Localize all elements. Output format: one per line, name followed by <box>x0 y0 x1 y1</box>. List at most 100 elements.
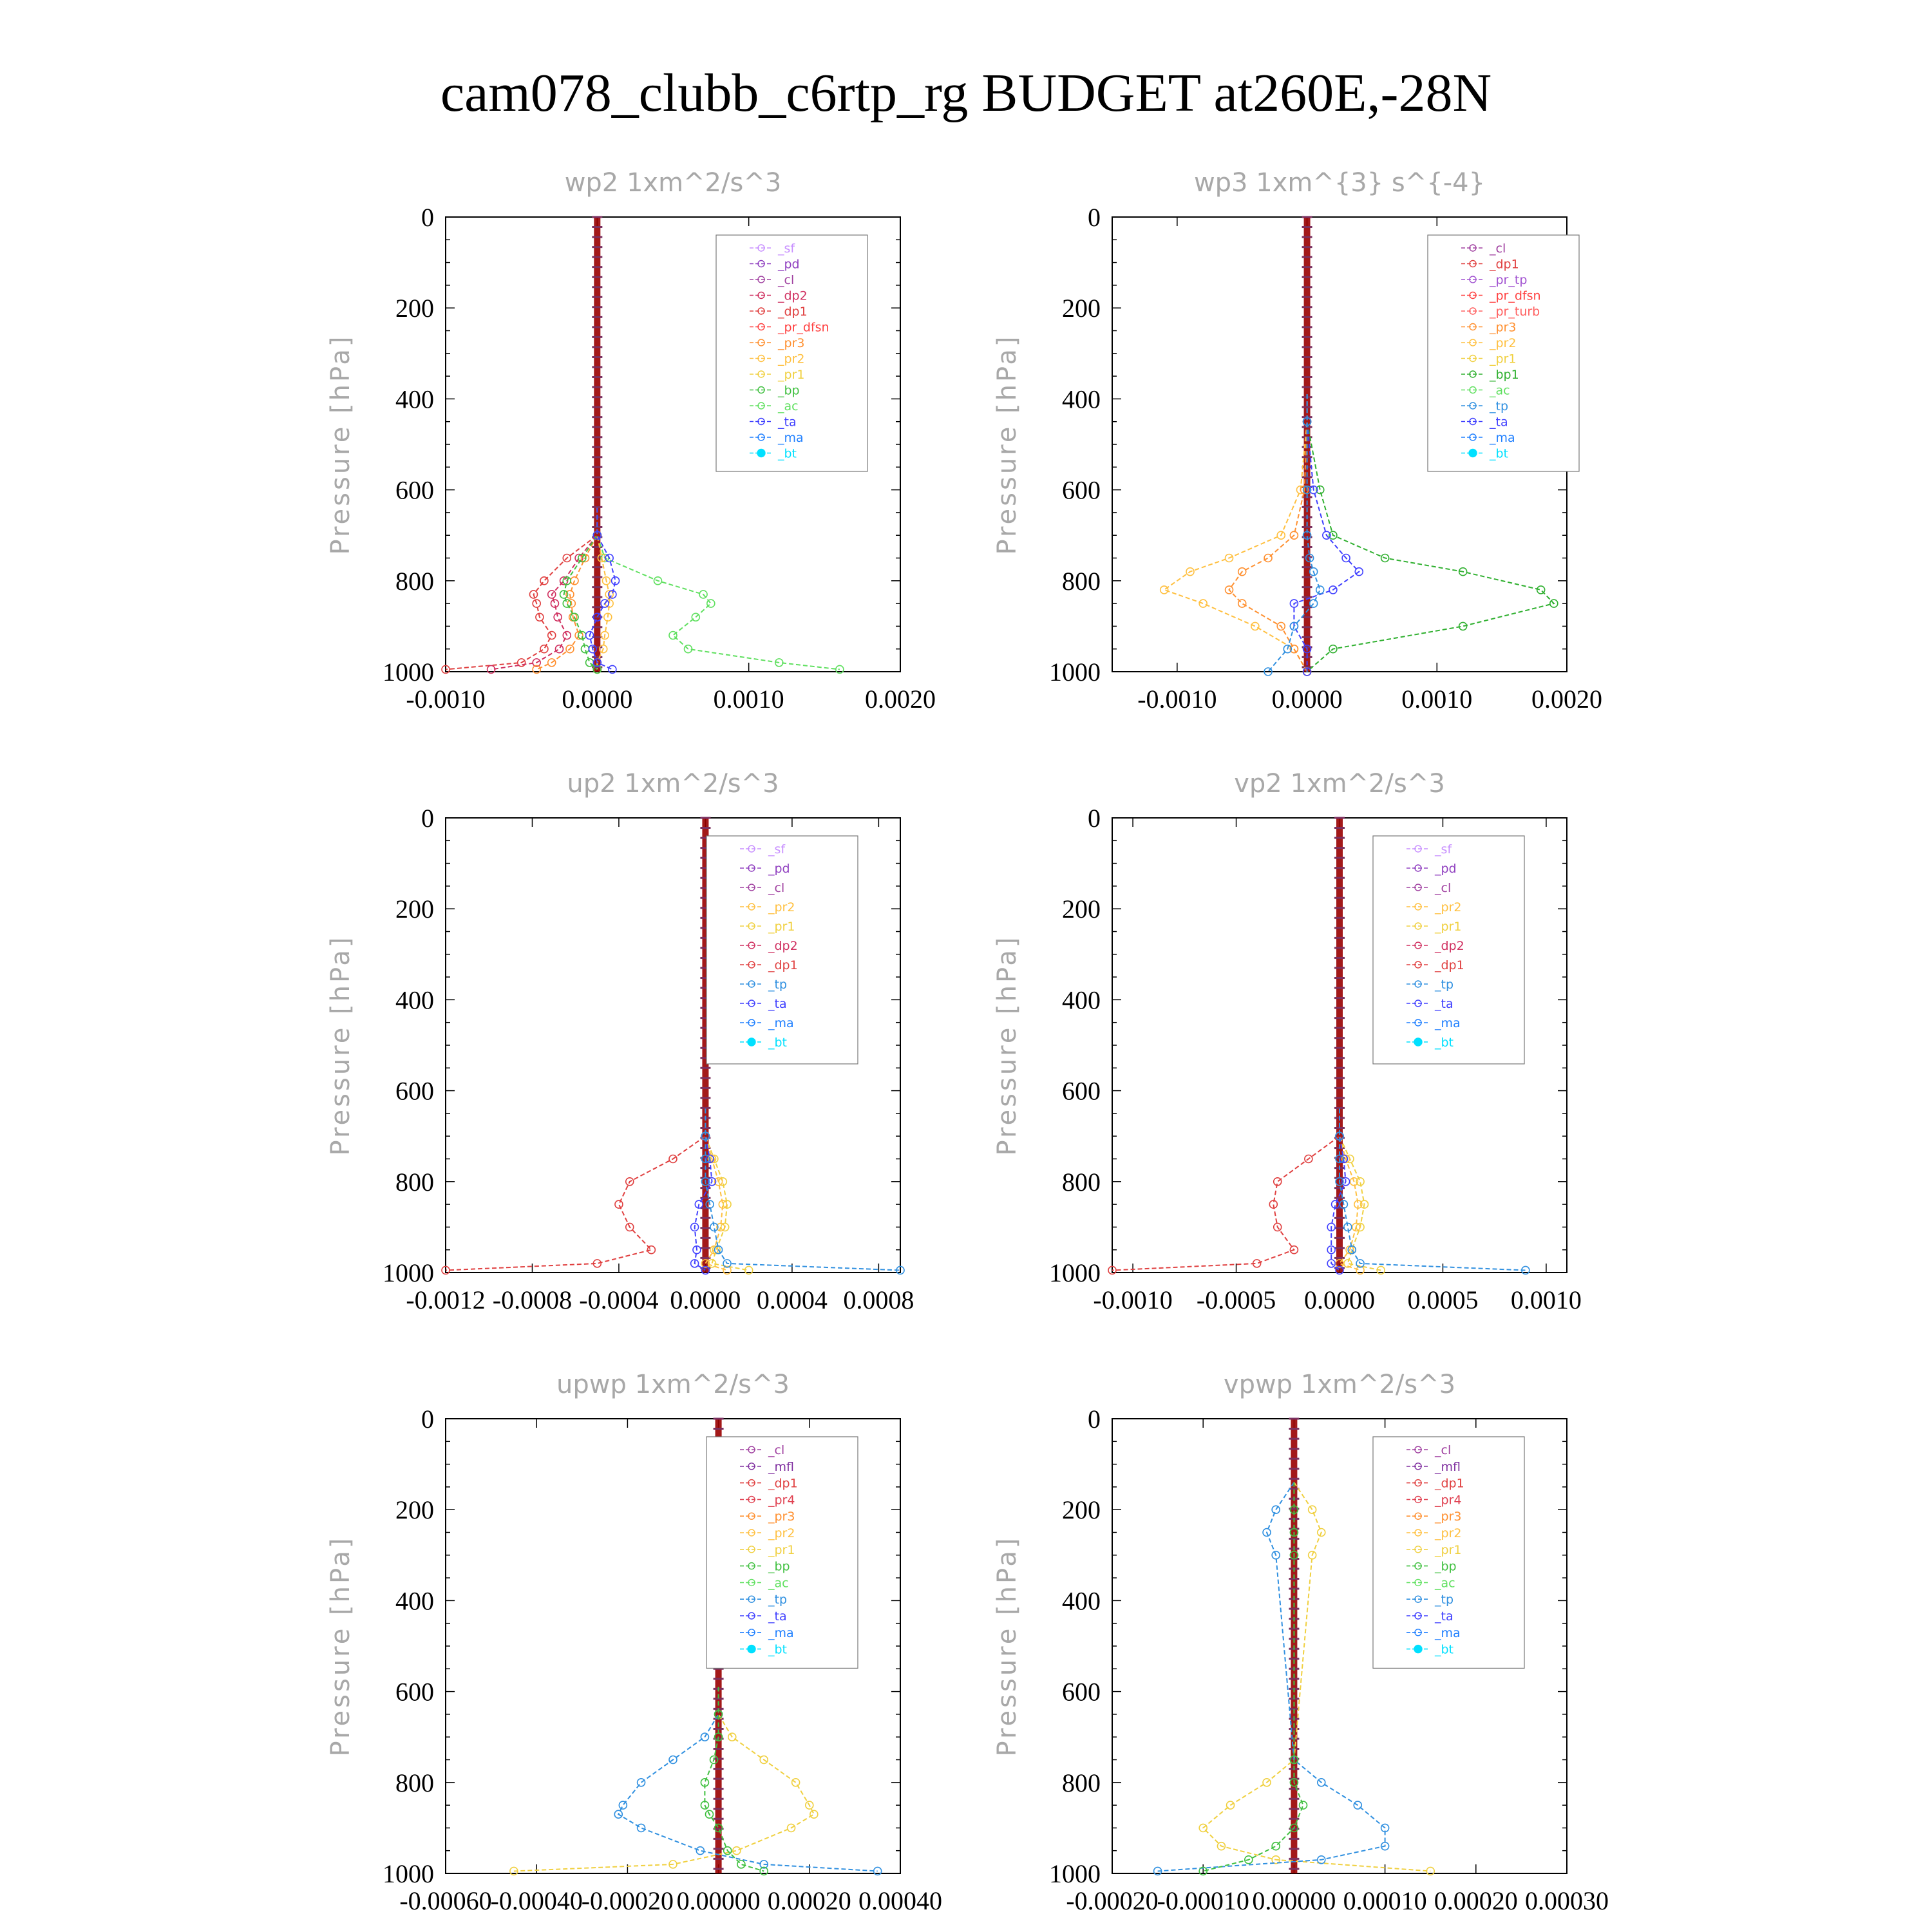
legend-label: _ac <box>1434 1576 1455 1590</box>
data-point-tp <box>759 1860 768 1869</box>
data-point-pr3 <box>567 599 576 608</box>
data-point-bp <box>562 576 572 585</box>
legend-marker <box>757 386 765 394</box>
legend-label: _pr3 <box>1434 1510 1461 1524</box>
data-point-tp <box>1264 667 1273 676</box>
panel-title: up2 1xm^2/s^3 <box>567 769 779 799</box>
legend-marker <box>748 1629 755 1636</box>
data-point-bp <box>585 658 594 667</box>
data-point-bp1 <box>1458 621 1468 631</box>
x-tick-label: 0.0000 <box>1304 1285 1375 1314</box>
legend-label: _pr1 <box>1434 920 1461 934</box>
data-point-pr3 <box>1300 485 1309 495</box>
legend-label: _dp1 <box>1434 1477 1464 1491</box>
chart-panel-4: vp2 1xm^2/s^3 Pressure [hPa] 0 200 400 600 800… <box>992 769 1582 1314</box>
x-tick-label: -0.00060 <box>399 1886 491 1915</box>
data-point-dp1 <box>625 1177 634 1186</box>
data-point-ac <box>691 612 701 622</box>
zero-profile-column <box>1336 818 1343 1273</box>
data-point-pr1 <box>1376 1265 1385 1275</box>
series-line-pr3 <box>536 507 598 670</box>
data-point-pr1 <box>805 1801 814 1810</box>
data-point-ta <box>588 644 598 654</box>
legend-marker <box>748 1612 755 1620</box>
y-tick-label: 0 <box>421 1405 434 1434</box>
series-line-ta <box>1331 1108 1347 1271</box>
legend-label: _ma <box>1434 1626 1461 1640</box>
legend-marker <box>1469 307 1477 315</box>
data-point-tp <box>1315 585 1325 594</box>
legend-label: _bt <box>1434 1643 1454 1657</box>
legend-label: _pr3 <box>1489 321 1516 335</box>
legend-marker <box>757 370 765 378</box>
legend-marker <box>1414 1479 1422 1487</box>
x-tick-label: -0.0005 <box>1197 1285 1276 1314</box>
legend-label: _bp1 <box>1489 368 1519 382</box>
data-point-ta <box>1341 1177 1350 1186</box>
series-line-dp1 <box>445 507 598 670</box>
legend-marker <box>757 354 765 363</box>
legend-label: _sf <box>768 842 786 857</box>
data-point-dp2 <box>486 665 496 674</box>
data-point-ta <box>1335 1265 1344 1275</box>
chart-panel-5: upwp 1xm^2/s^3 Pressure [hPa] 0 200 400 600 80… <box>326 1370 942 1915</box>
data-point-bp <box>1289 1778 1299 1787</box>
legend-label: _ta <box>1434 1609 1454 1624</box>
legend-marker <box>757 433 765 441</box>
data-point-pr2 <box>601 576 611 585</box>
data-point-tp <box>710 1222 719 1232</box>
data-point-pr2 <box>707 1154 717 1164</box>
legend-label: _mfl <box>768 1460 794 1474</box>
data-point-pr1 <box>707 1259 717 1268</box>
data-point-pr3 <box>1289 531 1299 540</box>
legend-label: _pr_turb <box>1489 305 1540 319</box>
data-point-bp <box>1289 1505 1299 1514</box>
series-line-dp1 <box>1112 1108 1340 1271</box>
data-point-pr1 <box>786 1823 796 1833</box>
x-tick-label: 0.0005 <box>1407 1285 1478 1314</box>
data-point-pr1 <box>668 1860 677 1869</box>
data-point-tp <box>636 1778 646 1787</box>
data-point-ta <box>1329 585 1338 594</box>
x-tick-label: -0.0010 <box>1137 685 1217 714</box>
y-tick-label: 200 <box>395 1495 434 1524</box>
data-point-tp <box>1316 1855 1326 1864</box>
data-point-bp <box>577 553 587 563</box>
legend-label: _pr1 <box>768 920 795 934</box>
legend-marker <box>1468 448 1477 458</box>
data-point-ta <box>592 658 602 667</box>
legend-label: _cl <box>768 881 784 895</box>
legend-marker <box>757 276 765 283</box>
data-point-pr2 <box>1354 1200 1363 1209</box>
data-point-ta <box>1327 1259 1336 1268</box>
legend-marker <box>757 307 765 315</box>
legend-label: _dp1 <box>777 305 808 319</box>
chart-panel-1: wp2 1xm^2/s^3 Pressure [hPa] 0 200 400 600 800… <box>326 168 936 714</box>
series-line-pr2 <box>1338 1108 1361 1271</box>
y-tick-label: 800 <box>1062 567 1101 596</box>
legend-label: _ta <box>768 997 787 1011</box>
legend-label: _dp2 <box>768 939 798 953</box>
data-point-pr3 <box>547 658 556 667</box>
legend-label: _pr3 <box>777 336 804 350</box>
data-point-ac <box>668 630 677 640</box>
legend-label: _pd <box>777 258 800 272</box>
y-axis-label: Pressure [hPa] <box>992 1536 1022 1757</box>
data-point-bp <box>709 1755 719 1765</box>
legend-box <box>1427 234 1580 472</box>
panel-title: upwp 1xm^2/s^3 <box>556 1370 790 1399</box>
legend-label: _sf <box>777 242 795 256</box>
data-point-pr3 <box>565 590 574 599</box>
legend-marker <box>1414 922 1422 930</box>
legend-label: _ma <box>1489 431 1515 445</box>
data-point-pr1 <box>1359 1200 1369 1209</box>
legend-marker <box>748 1479 755 1487</box>
data-point-tp <box>1289 621 1299 631</box>
data-point-tp <box>668 1755 677 1765</box>
legend-marker <box>1414 1446 1422 1454</box>
legend-marker <box>1414 1644 1423 1654</box>
data-point-bp <box>562 599 572 608</box>
legend-label: _pr_dfsn <box>777 321 829 335</box>
legend-label: _ac <box>768 1576 789 1590</box>
data-point-pr1 <box>1316 1528 1326 1537</box>
